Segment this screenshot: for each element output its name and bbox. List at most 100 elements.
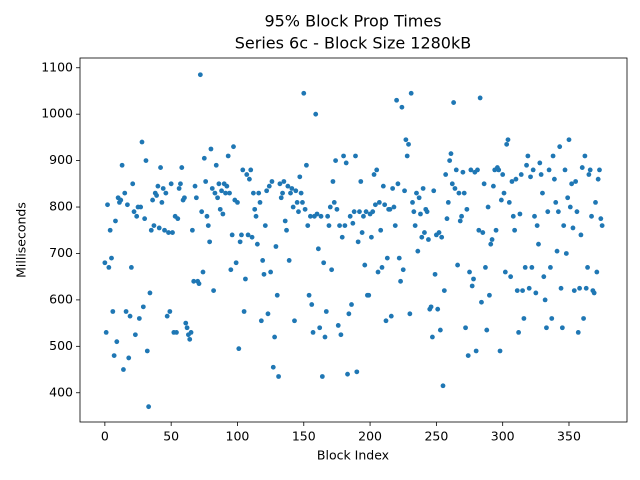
point [296,209,301,215]
point [593,199,598,205]
point [106,264,112,270]
point [119,162,125,168]
point [175,216,181,222]
point [150,197,156,203]
point [514,288,520,294]
chart-subtitle: Series 6c - Block Size 1280kB [235,34,471,53]
point [326,223,332,229]
point [430,334,435,340]
point [103,329,109,335]
chart-title: 95% Block Prop Times [264,12,441,31]
point [436,230,442,235]
point [139,139,145,145]
point [467,269,472,275]
point [477,95,483,101]
point [337,223,342,229]
point [549,316,555,321]
point [431,188,437,194]
x-tick-label: 100 [226,429,250,444]
point [406,141,411,147]
point [155,183,161,189]
point [136,316,142,321]
point [191,278,197,284]
point [254,241,260,247]
point [308,213,313,219]
point [268,269,274,275]
point [102,260,108,266]
x-tick-label: 50 [163,429,179,444]
point [253,213,259,219]
point [498,197,504,203]
point [416,195,422,201]
point [164,313,170,319]
point [598,216,604,222]
point [205,223,211,229]
point [239,232,244,238]
point [256,190,262,196]
point [297,174,303,180]
point [208,146,214,152]
point [235,199,240,205]
point [353,153,358,159]
point [369,234,374,240]
point [215,195,220,201]
point [569,181,575,187]
point [277,181,283,187]
point [392,223,398,229]
point [586,172,592,177]
point [350,220,356,226]
point [594,269,600,275]
point [178,181,183,187]
point [534,223,540,229]
point [201,155,207,161]
point [248,167,254,173]
point [589,213,594,219]
point [282,218,288,224]
y-tick-label: 800 [49,199,73,214]
point [357,209,362,215]
point [252,206,258,212]
point [399,104,405,110]
point [146,404,152,410]
point [493,227,499,233]
point [517,211,523,217]
point [538,172,544,177]
point [518,172,524,177]
point [134,213,140,219]
point [366,292,372,298]
point [346,311,352,317]
point [113,218,118,224]
y-tick-label: 1000 [41,106,73,121]
point [148,227,154,233]
point [264,188,270,194]
point [301,90,307,96]
point [583,285,589,291]
y-axis-label: Milliseconds [14,202,29,278]
point [276,374,281,379]
point [193,195,199,201]
point [269,179,275,184]
point [473,348,479,354]
point [447,158,453,164]
point [111,353,117,359]
point [310,329,316,335]
point [122,190,128,196]
point [262,223,268,229]
x-axis-label: Block Index [317,448,389,463]
point [300,199,305,205]
point [341,153,346,159]
point [158,165,163,170]
point [187,336,193,342]
point [114,339,120,345]
point [132,332,138,338]
point [541,274,547,280]
point [502,269,508,275]
point [349,302,354,307]
point [229,232,235,238]
point [463,325,468,331]
point [304,162,309,168]
point [294,199,300,205]
point [540,190,545,196]
point [257,199,263,205]
point [143,158,149,164]
